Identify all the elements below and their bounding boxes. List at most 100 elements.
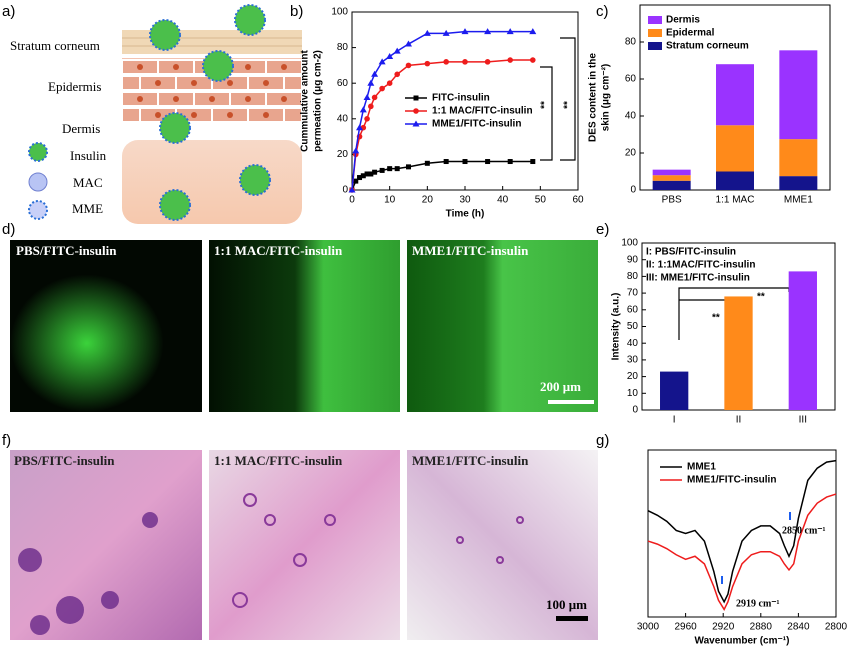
y-tick-label: 60 [627,304,639,315]
bar-segment [716,171,754,190]
y-tick-label: 80 [625,37,637,48]
annotation: 2850 cm⁻¹ [782,525,826,536]
mac-icon [28,172,48,192]
annotation: ** [540,101,551,109]
x-axis-label: Wavenumber (cm⁻¹) [695,636,790,647]
marker [406,164,411,170]
legend-label: Stratum corneum [666,41,749,52]
y-tick-label: 40 [627,338,639,349]
legend-label: Dermis [666,15,700,26]
y-tick-label: 30 [627,355,639,366]
skin-diagram: Stratum corneum Epidermis Dermis Insulin… [10,4,303,224]
marker [386,80,393,86]
panel-label: g) [596,432,609,449]
x-tick-label: 30 [459,195,471,206]
x-tick-label: 2840 [787,622,810,633]
marker [413,108,419,114]
image-label: 1:1 MAC/FITC-insulin [214,243,343,258]
fluorescence-image [209,240,400,412]
fluorescence-image [10,240,202,412]
marker [462,59,468,65]
x-tick-label: 0 [349,195,355,206]
image-label: PBS/FITC-insulin [16,243,117,258]
panel-label: d) [2,221,15,238]
plot-frame [647,449,837,618]
legend-label: MME1/FITC-insulin [687,475,776,486]
marker [359,106,367,113]
marker [368,171,374,177]
x-tick-label: 40 [497,195,509,206]
marker [412,120,420,127]
fluorescence-image [407,240,598,412]
bar-segment [652,169,691,176]
panel-label: c) [596,3,609,20]
note: I: PBS/FITC-insulin [646,247,736,258]
x-tick-label: 2960 [674,622,697,633]
y-tick-label: 80 [627,271,639,282]
x-tick-label: 60 [572,195,584,206]
stratum-layer [122,30,302,54]
marker [506,28,514,35]
legend-swatch [648,42,662,50]
marker [379,167,385,173]
marker [378,58,386,65]
marker [461,28,469,35]
marker [462,159,468,165]
panel-label: a) [2,3,15,20]
x-axis-label: Time (h) [446,209,485,220]
y-axis-label: Cummulative amount [300,49,311,151]
y-tick-label: 70 [627,288,639,299]
marker [363,93,371,100]
legend-label: Insulin [70,148,107,163]
marker [368,103,374,110]
y-tick-label: 100 [331,7,348,18]
y-tick-label: 90 [627,254,639,265]
marker [371,94,378,101]
x-tick-label: 20 [422,195,434,206]
legend-label: FITC-insulin [432,93,490,104]
marker [507,57,513,63]
marker [372,169,378,175]
marker [393,47,401,54]
bar [724,296,753,410]
bar-segment [779,139,818,177]
panel-label: b) [290,3,303,20]
bar-segment [652,180,691,190]
y-tick-label: 100 [621,238,638,249]
y-tick-label: 60 [625,74,637,85]
y-axis-label: permeation (μg cm-2) [313,50,324,152]
scale-bar [556,616,588,621]
series-line [351,160,533,191]
x-tick-label: 2920 [712,622,735,633]
legend-label: MME [72,201,103,216]
y-tick-label: 50 [627,321,639,332]
marker [394,166,400,172]
marker [413,95,419,101]
series-line [647,459,837,604]
marker [405,40,412,47]
y-tick-label: 10 [627,388,639,399]
bar [788,271,817,410]
marker [405,62,412,69]
annotation: ** [757,292,765,303]
x-tick-label: 2880 [750,622,773,633]
fluorescence-images: PBS/FITC-insulin 1:1 MAC/FITC-insulin MM… [10,240,598,412]
histology-image [10,450,202,640]
marker [364,171,370,177]
bar-segment [652,175,691,181]
marker [353,178,359,184]
bar-segment [716,125,754,172]
marker [485,159,491,165]
note: II: 1:1MAC/FITC-insulin [646,260,755,271]
marker [371,70,379,77]
marker [484,59,491,65]
layer-label: Stratum corneum [10,38,100,53]
image-label: MME1/FITC-insulin [412,453,529,468]
image-label: MME1/FITC-insulin [412,243,529,258]
layer-label: Dermis [62,121,100,136]
layer-label: Epidermis [48,79,101,94]
histology-images: PBS/FITC-insulin 1:1 MAC/FITC-insulin MM… [10,450,598,640]
legend-swatch [648,29,662,37]
annotation: 2919 cm⁻¹ [736,598,780,609]
peak-markers [721,512,791,584]
